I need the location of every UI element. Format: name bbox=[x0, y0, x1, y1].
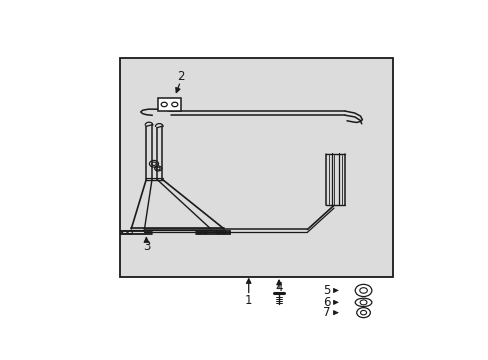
Text: 3: 3 bbox=[142, 240, 150, 253]
Bar bbox=[120, 58, 392, 278]
Text: 2: 2 bbox=[176, 70, 184, 83]
Text: 6: 6 bbox=[322, 296, 329, 309]
Text: 1: 1 bbox=[244, 294, 252, 307]
Bar bbox=[158, 98, 181, 111]
Text: 7: 7 bbox=[322, 306, 329, 319]
Text: 4: 4 bbox=[275, 281, 282, 294]
Text: 5: 5 bbox=[322, 284, 329, 297]
